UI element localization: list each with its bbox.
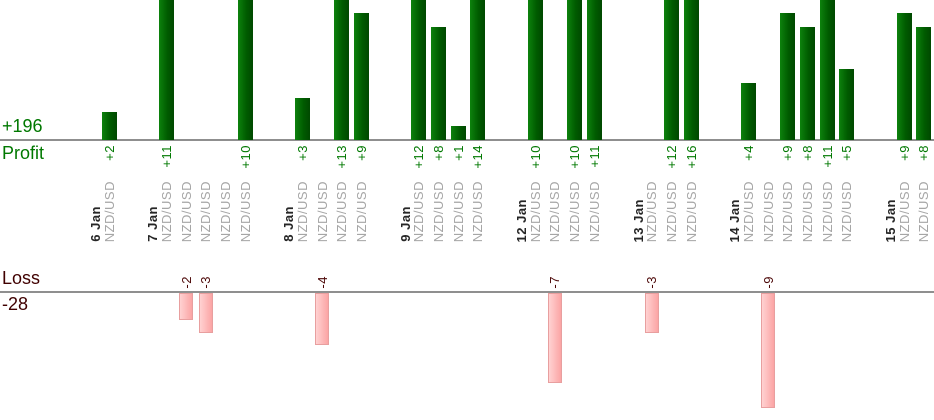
symbol-label: NZD/USD	[587, 180, 602, 242]
symbol-label: NZD/USD	[528, 180, 543, 242]
profit-bar	[102, 112, 117, 140]
symbol-label: NZD/USD	[295, 180, 310, 242]
symbol-label: NZD/USD	[800, 180, 815, 242]
profit-total-label: +196	[2, 116, 43, 136]
symbol-label: NZD/USD	[354, 180, 369, 242]
trade-value-label: +11	[159, 145, 174, 168]
loss-baseline	[0, 291, 934, 293]
profit-bar	[664, 0, 679, 140]
trade-value-label: +14	[470, 145, 485, 169]
symbol-label: NZD/USD	[470, 180, 485, 242]
loss-bar	[179, 293, 193, 320]
trade-value-label: +8	[800, 145, 815, 161]
loss-bar	[199, 293, 213, 333]
profit-bar	[567, 0, 582, 140]
trade-value-label: -3	[644, 276, 659, 289]
profit-bar	[800, 27, 815, 140]
loss-total-label: -28	[2, 294, 29, 314]
date-label: 12 Jan	[514, 198, 529, 242]
symbol-label: NZD/USD	[238, 180, 253, 242]
symbol-label: NZD/USD	[839, 180, 854, 242]
trade-value-label: +9	[897, 145, 912, 161]
profit-bar	[354, 13, 369, 140]
profit-bar	[238, 0, 253, 140]
symbol-label: NZD/USD	[897, 180, 912, 242]
trade-value-label: +9	[354, 145, 369, 161]
trade-value-label: +10	[528, 145, 543, 169]
trade-value-label: +10	[567, 145, 582, 169]
trade-value-label: -4	[315, 276, 330, 289]
date-label: 15 Jan	[883, 198, 898, 242]
symbol-label: NZD/USD	[179, 180, 194, 242]
symbol-label: NZD/USD	[741, 180, 756, 242]
profit-bar	[741, 83, 756, 140]
symbol-label: NZD/USD	[198, 180, 213, 242]
trade-value-label: +3	[295, 145, 310, 161]
profit-bar	[470, 0, 485, 140]
symbol-label: NZD/USD	[644, 180, 659, 242]
symbol-label: NZD/USD	[684, 180, 699, 242]
profit-bar	[431, 27, 446, 140]
trade-value-label: +12	[664, 145, 679, 169]
trade-value-label: +10	[238, 145, 253, 169]
symbol-label: NZD/USD	[159, 180, 174, 242]
profit-bar	[334, 0, 349, 140]
symbol-label: NZD/USD	[334, 180, 349, 242]
profit-bar	[587, 0, 602, 140]
trade-value-label: +12	[411, 145, 426, 169]
trade-value-label: -7	[547, 276, 562, 289]
date-label: 8 Jan	[281, 206, 296, 242]
symbol-label: NZD/USD	[567, 180, 582, 242]
symbol-label: NZD/USD	[451, 180, 466, 242]
date-label: 7 Jan	[145, 206, 160, 242]
date-label: 14 Jan	[727, 198, 742, 242]
trade-value-label: -3	[198, 276, 213, 289]
trade-value-label: +8	[916, 145, 931, 161]
loss-bar	[315, 293, 329, 345]
profit-bar	[780, 13, 795, 140]
profit-bar	[451, 126, 466, 140]
symbol-label: NZD/USD	[547, 180, 562, 242]
symbol-label: NZD/USD	[664, 180, 679, 242]
profit-bar	[295, 98, 310, 140]
symbol-label: NZD/USD	[431, 180, 446, 242]
profit-baseline	[0, 139, 934, 141]
profit-bar	[839, 69, 854, 140]
trade-value-label: +11	[587, 145, 602, 168]
trade-value-label: -9	[761, 276, 776, 289]
symbol-label: NZD/USD	[761, 180, 776, 242]
trade-value-label: +1	[451, 145, 466, 161]
symbol-label: NZD/USD	[916, 180, 931, 242]
symbol-label: NZD/USD	[218, 180, 233, 242]
symbol-label: NZD/USD	[411, 180, 426, 242]
profit-bar	[411, 0, 426, 140]
date-label: 6 Jan	[88, 206, 103, 242]
profit-bar	[159, 0, 174, 140]
profit-bar	[528, 0, 543, 140]
symbol-label: NZD/USD	[102, 180, 117, 242]
trade-value-label: +9	[780, 145, 795, 161]
loss-bar	[761, 293, 775, 408]
profit-bar	[897, 13, 912, 140]
loss-bar	[548, 293, 562, 383]
loss-bar	[645, 293, 659, 333]
profit-bar	[820, 0, 835, 140]
trade-value-label: -2	[179, 276, 194, 289]
trade-value-label: +13	[334, 145, 349, 169]
trade-value-label: +5	[839, 145, 854, 161]
trade-value-label: +4	[741, 145, 756, 161]
trade-value-label: +8	[431, 145, 446, 161]
profit-bar	[684, 0, 699, 140]
trade-value-label: +16	[684, 145, 699, 169]
trade-value-label: +11	[820, 145, 835, 168]
profit-axis-label: Profit	[2, 143, 45, 163]
profit-bar	[916, 27, 931, 140]
symbol-label: NZD/USD	[315, 180, 330, 242]
loss-axis-label: Loss	[2, 268, 41, 288]
symbol-label: NZD/USD	[780, 180, 795, 242]
symbol-label: NZD/USD	[820, 180, 835, 242]
trade-value-label: +2	[102, 145, 117, 161]
